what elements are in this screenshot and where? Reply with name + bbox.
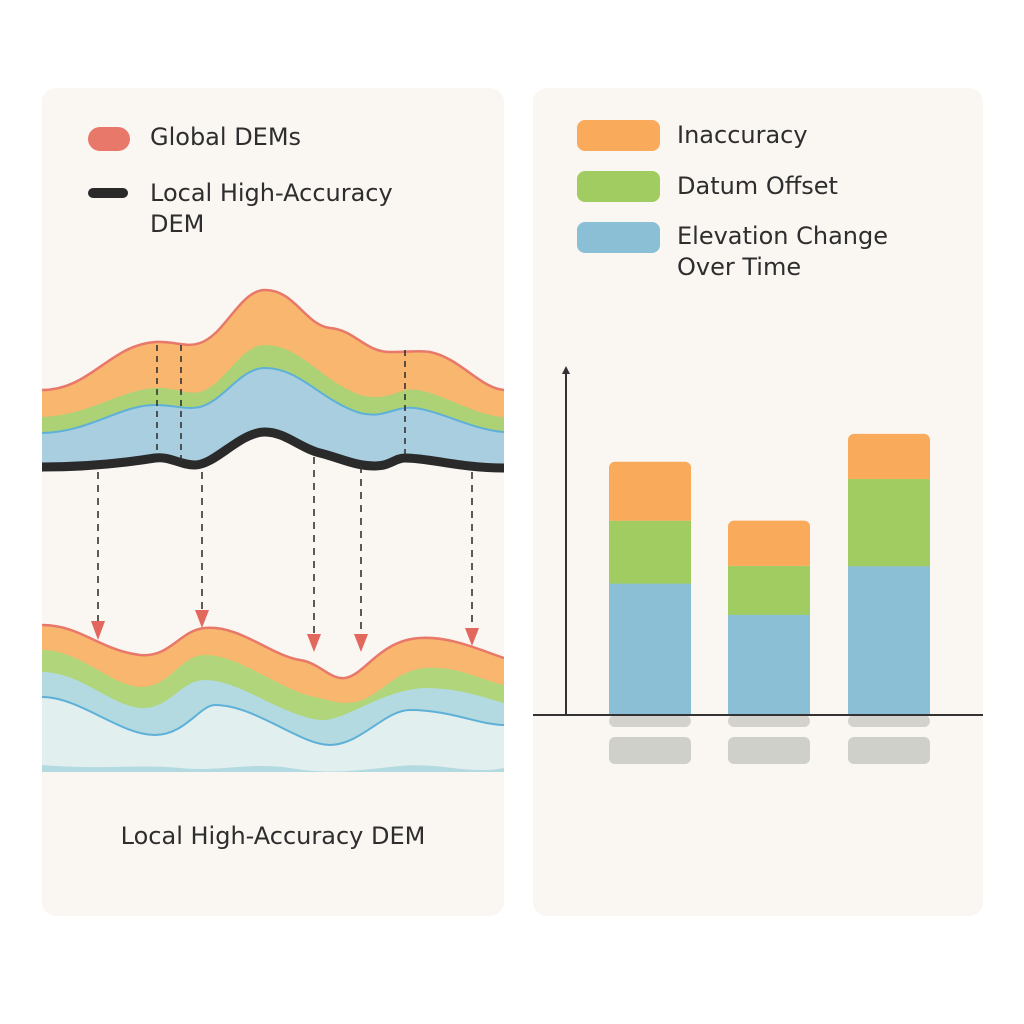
category-label-placeholder [609, 737, 691, 764]
bar-segment-fill [609, 469, 691, 521]
bar-segment-fill [848, 441, 930, 480]
bar-segment-elevation-change-over-time [848, 565, 930, 716]
bar-shadow [848, 715, 930, 727]
bar-segment-datum-offset [848, 479, 930, 567]
bar-shadow [609, 715, 691, 727]
local-blue-outline [42, 696, 504, 747]
legend-datum-offset: Datum Offset [677, 172, 838, 200]
bar-segment-fill [728, 528, 810, 566]
category-label-placeholder [848, 737, 930, 764]
arrowhead-icon [354, 634, 368, 652]
diagram-caption: Local High-Accuracy DEM [120, 822, 426, 850]
left-panel [42, 88, 504, 916]
local-dem-line [42, 427, 504, 473]
bar-segment-datum-offset [728, 565, 810, 615]
legend-local-dem: Local High-Accuracy DEM [150, 179, 393, 238]
arrowhead-icon [307, 634, 321, 652]
global-dems-swatch [88, 127, 130, 151]
bar-segment-elevation-change-over-time [728, 614, 810, 716]
local-dem-line-swatch [88, 188, 128, 198]
category-label-placeholder [728, 737, 810, 764]
bar-segment-datum-offset [609, 520, 691, 584]
arrowhead-icon [465, 628, 479, 646]
vertical-dashed-guides [156, 345, 406, 463]
bar-shadow [728, 715, 810, 727]
y-axis-arrow-icon [562, 366, 570, 374]
local-base-layer [42, 697, 504, 772]
arrowhead-icon [91, 621, 105, 640]
legend-inaccuracy: Inaccuracy [677, 121, 808, 149]
arrowheads [91, 610, 479, 652]
legend-global-dems: Global DEMs [150, 123, 302, 151]
datum-offset-swatch [577, 171, 660, 202]
local-red-outline [42, 623, 504, 680]
bar-segment-elevation-change-over-time [609, 583, 691, 716]
global-dem-outline [42, 288, 504, 392]
legend-elevation-change: Elevation Change Over Time [677, 222, 888, 281]
global-dem-elevation-layer [42, 368, 504, 468]
inaccuracy-swatch [577, 120, 660, 151]
elevation-change-swatch [577, 222, 660, 253]
arrowhead-icon [195, 610, 209, 628]
dashed-arrow-lines [97, 457, 473, 635]
